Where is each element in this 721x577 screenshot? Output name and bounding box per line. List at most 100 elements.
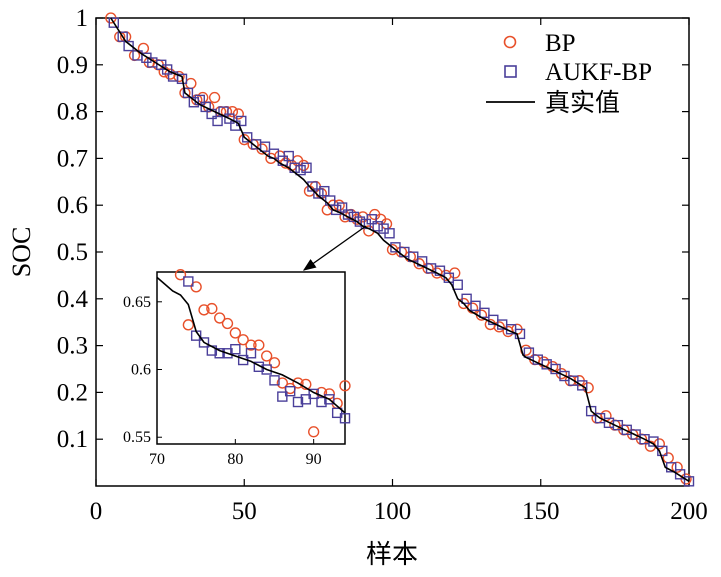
aukf-bp-point — [176, 73, 188, 85]
inset-aukf-bp-point — [269, 375, 280, 386]
x-axis-title: 样本 — [366, 540, 418, 569]
inset-aukf-bp-point — [245, 348, 257, 359]
legend: BP AUKF-BP 真实值 — [486, 30, 652, 117]
inset-bp-point — [276, 377, 288, 389]
aukf-bp-point — [523, 347, 535, 358]
y-tick-label: 0.4 — [57, 286, 89, 313]
bp-point — [493, 321, 505, 333]
aukf-bp-point — [108, 17, 119, 28]
aukf-bp-point — [212, 115, 223, 127]
legend-bp-marker — [503, 35, 517, 49]
aukf-bp-point — [479, 307, 490, 319]
inset-bp-point — [221, 317, 234, 330]
inset-bp-point — [206, 302, 218, 315]
aukf-bp-point — [372, 221, 383, 232]
aukf-bp-point — [585, 405, 597, 417]
aukf-bp-point — [236, 115, 247, 127]
inset-aukf-bp-point — [230, 343, 241, 355]
inset-aukf-bp-point — [214, 348, 225, 359]
bp-point — [582, 382, 594, 394]
aukf-bp-point — [657, 445, 668, 457]
aukf-bp-point — [683, 476, 695, 487]
aukf-bp-point — [366, 214, 377, 225]
y-tick-label: 1 — [76, 5, 89, 32]
inset-aukf-bp-point — [277, 391, 288, 402]
y-tick-label: 0.7 — [57, 145, 88, 172]
y-tick-label: 0.9 — [57, 52, 88, 79]
aukf-bp-point — [123, 40, 134, 52]
y-tick-label: 0.2 — [57, 379, 88, 406]
bp-point — [173, 70, 185, 83]
inset-bp-point — [182, 319, 194, 331]
inset-bp-point — [190, 281, 202, 293]
aukf-bp-point — [301, 162, 312, 173]
aukf-bp-point — [577, 380, 588, 391]
inset-x-tick-label: 90 — [306, 451, 322, 468]
inset-bp-point — [198, 304, 210, 316]
inset-bp-point — [292, 377, 304, 389]
inset-aukf-bp-point — [253, 361, 265, 373]
bp-point — [226, 105, 239, 118]
y-tick-label: 0.8 — [57, 99, 88, 126]
inset-bp-point — [237, 334, 249, 346]
y-tick-label: 0.1 — [57, 426, 88, 453]
inset-aukf-bp-point — [198, 337, 210, 348]
aukf-bp-point — [224, 113, 235, 124]
aukf-bp-point — [188, 97, 200, 108]
aukf-bp-point — [161, 64, 173, 75]
inset-aukf-bp-point — [183, 276, 194, 287]
y-axis-title: SOC — [7, 227, 36, 278]
bp-point — [671, 461, 683, 473]
main-axis-ticks: 0 50 100 150 200 0.1 0.2 0.3 0.4 0.5 0.6 0.7 0.8 0.9 1 — [57, 5, 708, 525]
inset-aukf-bp-point — [331, 407, 343, 419]
y-tick-label: 0.6 — [57, 192, 88, 219]
aukf-bp-point — [470, 300, 481, 312]
x-tick-label: 100 — [374, 498, 412, 525]
inset-aukf-bp-point — [261, 364, 272, 375]
inset-aukf-bp-point — [284, 385, 296, 397]
legend-aukf-bp-marker — [504, 65, 517, 78]
aukf-bp-point — [307, 181, 318, 192]
bp-point — [538, 356, 550, 368]
inset-y-tick-label: 0.55 — [123, 429, 151, 446]
inset-bp-point — [214, 312, 226, 324]
inset-aukf-bp-point — [292, 396, 304, 408]
aukf-bp-point — [200, 101, 211, 113]
true-value-line — [110, 17, 690, 482]
inset-bp-point — [229, 327, 241, 339]
x-tick-label: 0 — [90, 498, 103, 525]
x-tick-label: 50 — [232, 498, 257, 525]
y-tick-label: 0.5 — [57, 239, 88, 266]
aukf-bp-point — [283, 150, 294, 162]
zoom-arrow — [302, 225, 367, 271]
aukf-bp-point — [336, 202, 348, 213]
aukf-bp-point — [313, 188, 324, 199]
inset-bp-point — [245, 339, 257, 351]
aukf-bp-point — [319, 185, 330, 197]
aukf-bp-point — [182, 87, 194, 99]
inset-aukf-bp-point — [300, 394, 312, 405]
x-tick-label: 200 — [670, 498, 708, 525]
aukf-bp-point — [452, 279, 463, 290]
bp-point — [185, 77, 197, 90]
x-tick-label: 150 — [522, 498, 560, 525]
main-series-group — [105, 12, 695, 487]
inset-y-tick-label: 0.6 — [131, 362, 151, 379]
inset-bp-point — [268, 357, 281, 369]
inset-x-tick-label: 80 — [227, 451, 243, 468]
aukf-bp-point — [461, 293, 472, 304]
aukf-bp-point — [259, 141, 271, 152]
aukf-bp-point — [384, 228, 395, 239]
aukf-bp-point — [325, 195, 336, 206]
y-tick-label: 0.3 — [57, 333, 88, 360]
inset-bp-point — [339, 380, 351, 392]
bp-point — [413, 258, 425, 270]
inset-true-value-line — [156, 276, 346, 414]
inset-axis-ticks: 70 80 90 0.55 0.6 0.65 — [123, 294, 322, 468]
legend-aukf-bp-label: AUKF-BP — [545, 59, 652, 86]
inset-x-tick-label: 70 — [149, 451, 165, 468]
bp-point — [315, 187, 327, 200]
inset-aukf-bp-point — [339, 413, 351, 424]
